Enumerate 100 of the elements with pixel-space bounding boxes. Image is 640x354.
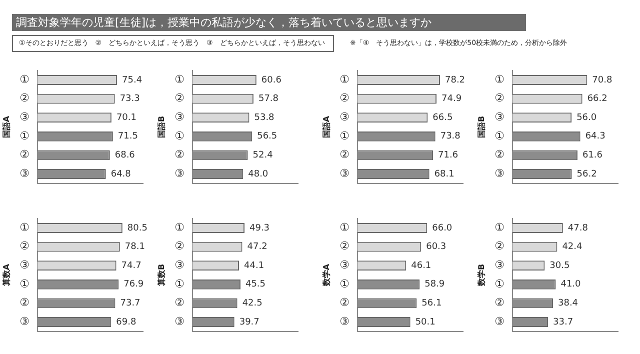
y-tick-label: ①	[494, 129, 505, 142]
y-axis-title: 数学A	[322, 263, 331, 288]
data-label: 64.3	[585, 132, 606, 142]
y-axis-title: 国語B	[156, 116, 166, 138]
y-tick-label: ①	[494, 277, 505, 290]
y-tick-label: ①	[174, 72, 185, 86]
y-tick-label: ②	[340, 296, 350, 310]
data-label: 76.9	[124, 280, 144, 290]
data-label: 74.7	[121, 260, 142, 271]
y-tick-label: ③	[494, 314, 505, 328]
y-tick-label: ②	[174, 148, 185, 162]
y-tick-label: ①	[340, 129, 350, 142]
data-label: 42.5	[242, 298, 262, 309]
y-tick-label: ③	[20, 314, 30, 328]
data-label: 53.8	[254, 112, 275, 123]
y-tick-label: ①	[174, 220, 185, 234]
data-label: 56.5	[257, 132, 278, 142]
data-label: 74.9	[442, 94, 462, 104]
data-label: 73.3	[120, 94, 140, 104]
y-axis-title: 国語A	[2, 115, 11, 138]
y-tick-label: ③	[174, 314, 185, 328]
y-tick-label: ③	[20, 166, 30, 180]
data-label: 78.1	[124, 242, 145, 252]
data-label: 78.2	[444, 75, 466, 86]
data-label: 56.1	[422, 298, 442, 309]
data-label: 47.2	[247, 242, 268, 252]
y-tick-label: ③	[340, 110, 350, 124]
data-label: 58.9	[424, 280, 445, 290]
data-label: 69.8	[116, 317, 136, 328]
y-tick-label: ①	[20, 277, 30, 290]
data-label: 60.6	[261, 75, 282, 86]
y-axis-title: 算数A	[2, 263, 11, 288]
y-tick-label: ②	[20, 240, 30, 253]
y-tick-label: ①	[340, 72, 350, 86]
y-tick-label: ③	[174, 258, 185, 272]
data-label: 70.8	[592, 75, 612, 86]
y-tick-label: ②	[494, 148, 505, 162]
y-tick-label: ①	[20, 129, 30, 142]
y-tick-label: ①	[494, 220, 505, 234]
data-label: 57.8	[258, 94, 279, 104]
y-tick-label: ③	[174, 110, 185, 124]
y-tick-label: ①	[174, 129, 185, 142]
y-tick-label: ②	[20, 92, 30, 105]
data-label: 70.1	[116, 112, 136, 123]
data-label: 30.5	[550, 260, 570, 271]
data-label: 71.6	[438, 150, 458, 161]
y-axis-title: 国語A	[322, 115, 331, 138]
y-tick-label: ③	[340, 166, 350, 180]
data-label: 47.8	[568, 223, 588, 234]
data-label: 42.4	[562, 242, 583, 252]
data-label: 61.6	[582, 150, 603, 161]
y-tick-label: ③	[494, 166, 505, 180]
data-label: 33.7	[553, 317, 574, 328]
y-tick-label: ①	[340, 220, 350, 234]
data-label: 64.8	[110, 169, 132, 180]
y-tick-label: ③	[20, 110, 30, 124]
y-tick-label: ②	[174, 296, 185, 310]
data-label: 49.3	[249, 223, 270, 234]
y-tick-label: ①	[20, 220, 30, 234]
data-label: 66.2	[587, 94, 608, 104]
data-label: 56.0	[576, 112, 597, 123]
y-tick-label: ①	[20, 72, 30, 86]
data-label: 68.1	[434, 169, 454, 180]
y-tick-label: ②	[494, 92, 505, 105]
y-tick-label: ②	[494, 240, 505, 253]
y-tick-label: ①	[174, 277, 185, 290]
y-tick-label: ③	[340, 314, 350, 328]
y-tick-label: ③	[340, 258, 350, 272]
text: 調査対象学年の児童[生徒]は，授業中の私語が少なく，落ち着いていると思いますか	[12, 14, 526, 31]
y-tick-label: ②	[340, 148, 350, 162]
data-label: 39.7	[239, 317, 260, 328]
y-tick-label: ③	[174, 166, 185, 180]
y-tick-label: ①	[494, 72, 505, 86]
data-label: 68.6	[114, 150, 136, 161]
data-label: 38.4	[558, 298, 578, 309]
data-label: 46.1	[411, 260, 432, 271]
data-label: 66.0	[432, 223, 452, 234]
y-axis-title: 国語B	[476, 116, 486, 138]
data-label: 66.5	[432, 112, 453, 123]
data-label: 48.0	[248, 169, 268, 180]
data-label: 73.8	[440, 132, 461, 142]
y-axis-title: 算数B	[156, 264, 166, 288]
data-label: 45.5	[245, 280, 266, 290]
y-tick-label: ②	[20, 296, 30, 310]
y-tick-label: ②	[494, 296, 505, 310]
y-tick-label: ②	[340, 92, 350, 105]
y-tick-label: ①	[340, 277, 350, 290]
y-tick-label: ②	[174, 240, 185, 253]
y-tick-label: ③	[494, 258, 505, 272]
data-label: 56.2	[576, 169, 597, 180]
data-label: 60.3	[426, 242, 446, 252]
y-tick-label: ②	[340, 240, 350, 253]
data-label: 52.4	[252, 150, 274, 161]
y-tick-label: ②	[174, 92, 185, 105]
data-label: 80.5	[127, 223, 148, 234]
data-label: 44.1	[244, 260, 264, 271]
data-label: 75.4	[122, 75, 142, 86]
y-tick-label: ③	[494, 110, 505, 124]
data-label: 41.0	[560, 280, 582, 290]
y-tick-label: ②	[20, 148, 30, 162]
